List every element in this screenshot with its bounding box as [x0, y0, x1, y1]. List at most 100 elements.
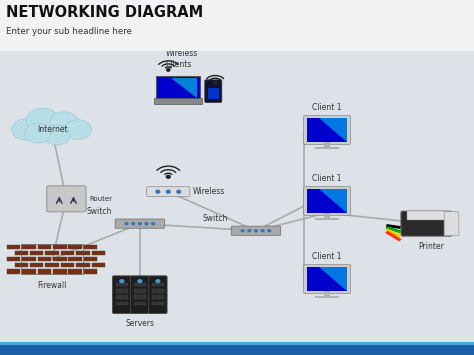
Circle shape: [12, 119, 40, 140]
Circle shape: [138, 280, 142, 283]
Bar: [30, 263, 44, 268]
Circle shape: [125, 223, 128, 225]
Circle shape: [166, 175, 170, 178]
Bar: [69, 245, 82, 249]
Bar: [134, 302, 146, 305]
Bar: [69, 269, 82, 273]
Bar: [116, 283, 128, 286]
FancyArrow shape: [385, 231, 401, 241]
Bar: [46, 251, 59, 255]
Circle shape: [268, 230, 271, 232]
Polygon shape: [319, 189, 347, 213]
Bar: [324, 141, 330, 148]
Circle shape: [255, 230, 257, 232]
Bar: [38, 269, 51, 273]
FancyBboxPatch shape: [156, 76, 200, 100]
Text: Firewall: Firewall: [37, 281, 67, 290]
FancyBboxPatch shape: [154, 98, 202, 104]
Circle shape: [261, 230, 264, 232]
Text: Router: Router: [89, 196, 112, 202]
Bar: [21, 244, 83, 274]
Bar: [152, 283, 164, 286]
Bar: [315, 147, 339, 149]
Bar: [61, 251, 74, 255]
Bar: [7, 269, 20, 273]
FancyBboxPatch shape: [231, 226, 281, 235]
Bar: [91, 263, 105, 268]
Bar: [116, 289, 128, 293]
Text: Switch: Switch: [86, 207, 111, 216]
Text: Wireless
Clients: Wireless Clients: [166, 49, 198, 69]
Polygon shape: [319, 267, 347, 291]
Bar: [22, 257, 36, 261]
Bar: [307, 189, 347, 213]
Circle shape: [65, 120, 91, 140]
Circle shape: [214, 82, 217, 84]
Circle shape: [177, 190, 181, 193]
FancyBboxPatch shape: [115, 219, 164, 228]
Circle shape: [152, 223, 155, 225]
Circle shape: [50, 112, 78, 133]
Circle shape: [132, 223, 135, 225]
Text: Client 1: Client 1: [312, 174, 342, 183]
Bar: [38, 257, 51, 261]
Bar: [315, 296, 339, 298]
Text: Client 1: Client 1: [312, 103, 342, 112]
Bar: [152, 302, 164, 305]
Text: Client 1: Client 1: [312, 252, 342, 261]
Bar: [61, 263, 74, 268]
Circle shape: [241, 230, 244, 232]
Bar: [76, 263, 90, 268]
Bar: [53, 269, 66, 273]
FancyBboxPatch shape: [112, 276, 131, 313]
Bar: [116, 302, 128, 305]
Bar: [53, 257, 66, 261]
Text: Printer: Printer: [419, 242, 444, 251]
Bar: [152, 289, 164, 293]
Circle shape: [145, 223, 148, 225]
FancyBboxPatch shape: [148, 276, 167, 313]
Circle shape: [248, 230, 251, 232]
Bar: [0, 342, 474, 345]
Circle shape: [166, 190, 170, 193]
Bar: [324, 290, 330, 297]
Bar: [15, 251, 28, 255]
Bar: [69, 257, 82, 261]
Polygon shape: [171, 78, 197, 98]
Bar: [7, 257, 20, 261]
FancyBboxPatch shape: [205, 80, 222, 103]
Bar: [315, 218, 339, 220]
Text: Wireless: Wireless: [193, 187, 226, 196]
Text: Enter your sub headline here: Enter your sub headline here: [6, 27, 132, 36]
Bar: [84, 257, 98, 261]
FancyBboxPatch shape: [46, 186, 86, 212]
Bar: [30, 251, 44, 255]
Bar: [22, 245, 36, 249]
FancyBboxPatch shape: [303, 264, 350, 294]
Circle shape: [167, 69, 170, 71]
Bar: [134, 283, 146, 286]
Bar: [0, 345, 474, 355]
FancyBboxPatch shape: [407, 211, 446, 220]
Bar: [76, 251, 90, 255]
Bar: [134, 295, 146, 299]
Bar: [0, 0, 474, 51]
Bar: [53, 245, 66, 249]
Text: Switch: Switch: [202, 214, 228, 223]
FancyBboxPatch shape: [147, 187, 190, 197]
Circle shape: [25, 123, 51, 143]
Circle shape: [138, 223, 141, 225]
Bar: [116, 295, 128, 299]
Polygon shape: [319, 118, 347, 142]
Bar: [152, 295, 164, 299]
Bar: [324, 212, 330, 219]
Bar: [84, 269, 98, 273]
Bar: [134, 289, 146, 293]
Text: Internet: Internet: [37, 125, 67, 134]
Circle shape: [156, 280, 160, 283]
FancyBboxPatch shape: [444, 212, 459, 236]
Circle shape: [44, 125, 70, 145]
Circle shape: [156, 190, 160, 193]
Circle shape: [120, 280, 124, 283]
Bar: [15, 263, 28, 268]
